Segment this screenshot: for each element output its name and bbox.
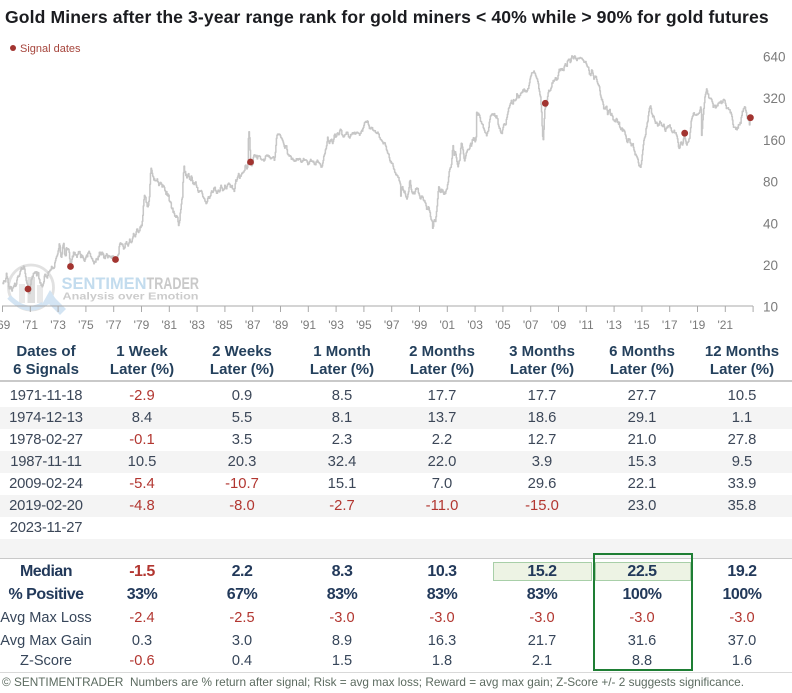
svg-text:'89: '89 xyxy=(273,318,289,332)
svg-text:'15: '15 xyxy=(634,318,650,332)
svg-text:'87: '87 xyxy=(245,318,261,332)
svg-text:'77: '77 xyxy=(106,318,122,332)
svg-text:'01: '01 xyxy=(439,318,455,332)
svg-text:20: 20 xyxy=(763,258,778,273)
svg-text:'75: '75 xyxy=(78,318,94,332)
svg-text:'91: '91 xyxy=(300,318,316,332)
svg-text:640: 640 xyxy=(763,50,786,65)
svg-text:'03: '03 xyxy=(467,318,483,332)
svg-text:320: 320 xyxy=(763,91,786,106)
svg-text:'17: '17 xyxy=(662,318,678,332)
svg-text:'73: '73 xyxy=(50,318,66,332)
svg-text:TRADER: TRADER xyxy=(147,275,200,293)
svg-text:'13: '13 xyxy=(606,318,622,332)
svg-text:'83: '83 xyxy=(189,318,205,332)
svg-text:'19: '19 xyxy=(690,318,706,332)
svg-text:'85: '85 xyxy=(217,318,233,332)
svg-text:'79: '79 xyxy=(134,318,150,332)
svg-text:'09: '09 xyxy=(551,318,567,332)
svg-text:'69: '69 xyxy=(0,318,11,332)
svg-text:SENTIMEN: SENTIMEN xyxy=(62,275,147,293)
svg-text:40: 40 xyxy=(763,216,778,231)
svg-text:Analysis over Emotion: Analysis over Emotion xyxy=(63,292,199,303)
svg-text:80: 80 xyxy=(763,175,778,190)
svg-text:'93: '93 xyxy=(328,318,344,332)
svg-text:'07: '07 xyxy=(523,318,539,332)
svg-text:10: 10 xyxy=(763,300,778,315)
svg-text:'21: '21 xyxy=(717,318,733,332)
svg-text:160: 160 xyxy=(763,133,786,148)
svg-text:'05: '05 xyxy=(495,318,511,332)
svg-text:'11: '11 xyxy=(579,318,594,332)
svg-text:'97: '97 xyxy=(384,318,400,332)
svg-text:'99: '99 xyxy=(412,318,428,332)
svg-text:'71: '71 xyxy=(22,318,38,332)
svg-text:'81: '81 xyxy=(161,318,177,332)
svg-text:'95: '95 xyxy=(356,318,372,332)
